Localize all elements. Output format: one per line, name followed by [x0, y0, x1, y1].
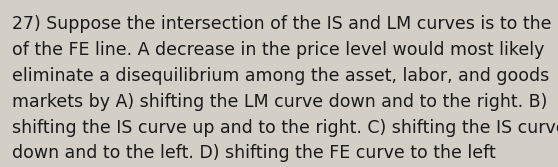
Text: down and to the left. D) shifting the FE curve to the left: down and to the left. D) shifting the FE…: [12, 144, 496, 162]
Text: eliminate a disequilibrium among the asset, labor, and goods: eliminate a disequilibrium among the ass…: [12, 67, 550, 85]
Text: 27) Suppose the intersection of the IS and LM curves is to the left: 27) Suppose the intersection of the IS a…: [12, 15, 558, 33]
Text: markets by A) shifting the LM curve down and to the right. B): markets by A) shifting the LM curve down…: [12, 93, 547, 111]
Text: of the FE line. A decrease in the price level would most likely: of the FE line. A decrease in the price …: [12, 41, 545, 59]
Text: shifting the IS curve up and to the right. C) shifting the IS curve: shifting the IS curve up and to the righ…: [12, 119, 558, 137]
